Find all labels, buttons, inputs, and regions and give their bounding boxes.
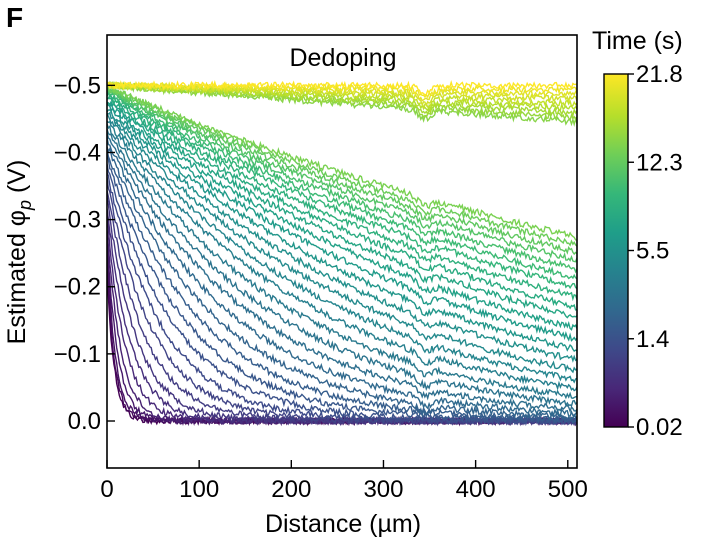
series-line: [107, 91, 577, 302]
series-line: [107, 109, 577, 363]
series-line: [107, 90, 577, 280]
series-line: [107, 101, 577, 342]
colorbar-tick-label: 0.02: [636, 414, 683, 441]
series-line: [107, 131, 577, 414]
series-line: [107, 100, 577, 331]
series-line: [107, 86, 577, 263]
series-line: [107, 155, 577, 425]
series-line: [107, 163, 577, 426]
x-tick-label: 100: [179, 476, 219, 503]
colorbar-tick-label: 12.3: [636, 149, 683, 176]
x-axis-label: Distance (µm): [265, 510, 421, 538]
series-line: [107, 97, 577, 319]
colorbar-tick-label: 1.4: [636, 326, 669, 353]
x-tick-label: 300: [363, 476, 403, 503]
y-axis-label: Estimated φp (V): [3, 160, 35, 345]
series-line: [107, 123, 577, 400]
y-axis-label-main: Estimated φ: [3, 210, 31, 344]
y-tick-label: −0.1: [54, 341, 101, 368]
y-axis-label-unit: (V): [3, 160, 31, 200]
series-line: [107, 120, 577, 392]
series-line: [107, 111, 577, 374]
y-axis-ticks: 0.0 −0.1 −0.2 −0.3 −0.4 −0.5: [54, 72, 115, 435]
colorbar-tick-label: 5.5: [636, 238, 669, 265]
series-line: [107, 89, 577, 290]
series-line: [107, 94, 577, 311]
panel-letter: F: [6, 2, 23, 33]
chart-title: Dedoping: [289, 44, 396, 72]
x-axis-ticks: 0 100 200 300 400 500: [100, 460, 588, 503]
series-line: [107, 113, 577, 384]
series-line: [107, 88, 577, 256]
colorbar-tick-label: 21.8: [636, 61, 683, 88]
series-line: [107, 136, 577, 418]
series-line: [107, 208, 577, 427]
series-line: [107, 84, 577, 241]
x-tick-label: 200: [271, 476, 311, 503]
series-line: [107, 80, 577, 99]
series-group: [107, 79, 577, 427]
x-tick-label: 400: [456, 476, 496, 503]
y-tick-label: −0.2: [54, 274, 101, 301]
series-line: [107, 128, 577, 408]
x-tick-label: 500: [548, 476, 588, 503]
colorbar: [603, 73, 629, 428]
series-line: [107, 79, 577, 96]
colorbar-label: Time (s): [592, 27, 683, 55]
series-line: [107, 148, 577, 424]
y-tick-label: −0.4: [54, 139, 101, 166]
y-tick-label: −0.5: [54, 72, 101, 99]
series-line: [107, 146, 577, 421]
series-line: [107, 88, 577, 274]
colorbar-ticks: 21.8 12.3 5.5 1.4 0.02: [628, 61, 683, 441]
y-tick-label: −0.3: [54, 207, 101, 234]
y-tick-label: 0.0: [68, 408, 101, 435]
x-tick-label: 0: [100, 476, 113, 503]
plot-frame: [106, 34, 578, 469]
y-axis-label-subscript: p: [15, 200, 35, 211]
series-line: [107, 103, 577, 353]
